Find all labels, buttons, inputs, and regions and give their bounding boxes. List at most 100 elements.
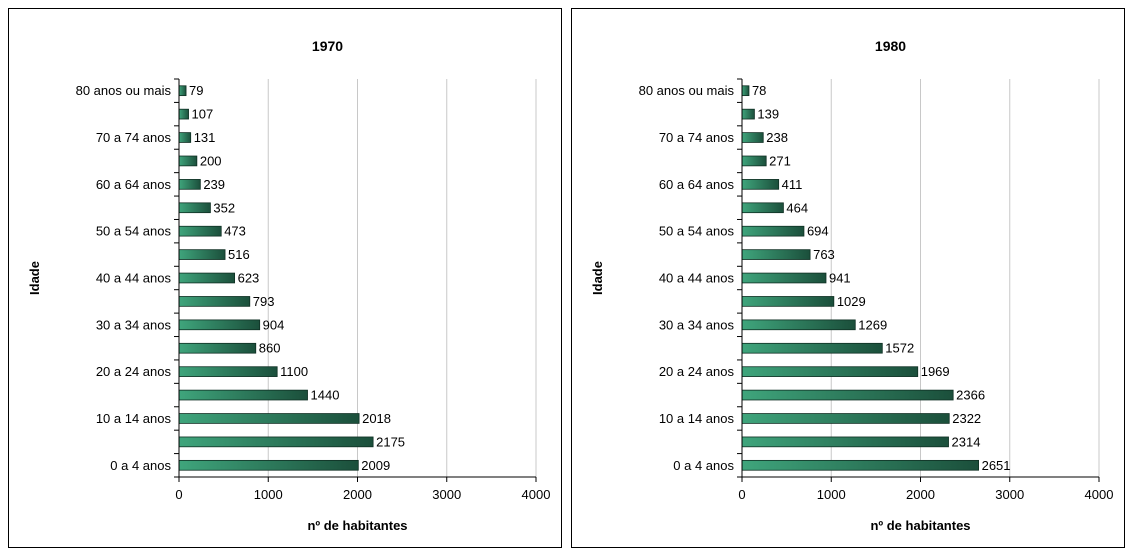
bar — [741, 296, 835, 307]
x-tick-label: 0 — [175, 487, 182, 502]
x-tick-label: 3000 — [432, 487, 461, 502]
data-label: 352 — [213, 200, 235, 215]
x-tick-label: 1000 — [254, 487, 283, 502]
data-label: 78 — [752, 83, 766, 98]
bar — [741, 155, 767, 167]
data-label: 1269 — [858, 317, 887, 332]
bar — [741, 249, 811, 260]
category-label: 30 a 34 anos — [659, 317, 735, 332]
data-label: 623 — [238, 271, 260, 286]
bar — [178, 249, 226, 260]
bar — [741, 272, 827, 284]
category-label: 70 a 74 anos — [96, 130, 172, 145]
data-label: 139 — [757, 107, 779, 122]
category-label: 60 a 64 anos — [96, 177, 172, 192]
bar — [178, 389, 308, 401]
category-label: 60 a 64 anos — [659, 177, 735, 192]
category-label: 30 a 34 anos — [96, 317, 172, 332]
data-label: 516 — [228, 247, 250, 262]
chart-1980: 1980 2651 0 a 4 anos 2314 2322 10 a 14 anos 23… — [590, 38, 1114, 533]
data-label: 271 — [769, 153, 791, 168]
bar — [178, 132, 192, 143]
data-label: 1029 — [837, 294, 866, 309]
data-label: 464 — [786, 200, 808, 215]
bar — [741, 225, 805, 237]
data-label: 1100 — [280, 364, 308, 379]
data-label: 941 — [829, 271, 851, 286]
category-label: 20 a 24 anos — [96, 364, 172, 379]
chart-panel-1970: 1970 2009 0 a 4 anos 2175 2018 10 a 14 anos 14… — [8, 8, 562, 548]
data-label: 200 — [200, 153, 222, 168]
bar — [741, 342, 883, 354]
bar — [741, 85, 750, 97]
data-label: 694 — [807, 224, 829, 239]
x-tick-label: 4000 — [522, 487, 551, 502]
bar — [178, 225, 222, 237]
bar — [741, 436, 949, 448]
bar — [178, 272, 236, 284]
bar — [741, 202, 784, 214]
category-label: 20 a 24 anos — [659, 364, 735, 379]
chart-panel-1980: 1980 2651 0 a 4 anos 2314 2322 10 a 14 anos 23… — [571, 8, 1125, 548]
chart-title: 1970 — [312, 38, 343, 54]
data-label: 793 — [253, 294, 275, 309]
data-label: 2314 — [952, 434, 981, 449]
bar — [178, 179, 201, 190]
category-label: 40 a 44 anos — [96, 271, 172, 286]
data-label: 1572 — [885, 341, 914, 356]
data-label: 79 — [189, 83, 203, 98]
data-label: 411 — [782, 177, 803, 192]
bar — [741, 366, 919, 377]
bar — [178, 85, 187, 97]
data-label: 2018 — [362, 411, 391, 426]
chart-1970: 1970 2009 0 a 4 anos 2175 2018 10 a 14 anos 14… — [27, 38, 551, 533]
category-label: 40 a 44 anos — [659, 271, 735, 286]
bar — [178, 296, 251, 307]
category-label: 10 a 14 anos — [659, 411, 735, 426]
bar — [178, 108, 189, 120]
data-label: 860 — [259, 341, 281, 356]
data-label: 2175 — [376, 434, 405, 449]
x-tick-label: 4000 — [1085, 487, 1114, 502]
x-tick-label: 3000 — [995, 487, 1024, 502]
data-label: 2322 — [952, 411, 981, 426]
bar — [741, 459, 980, 471]
x-axis-title: nº de habitantes — [307, 518, 407, 533]
x-tick-label: 2000 — [343, 487, 372, 502]
bar — [178, 155, 198, 167]
category-label: 80 anos ou mais — [639, 83, 735, 98]
data-label: 904 — [263, 317, 285, 332]
bar — [741, 389, 954, 401]
x-tick-label: 0 — [738, 487, 745, 502]
data-label: 107 — [192, 107, 214, 122]
category-label: 50 a 54 anos — [659, 224, 735, 239]
data-label: 1969 — [921, 364, 950, 379]
bar — [178, 319, 261, 331]
category-label: 10 a 14 anos — [96, 411, 172, 426]
bar — [178, 342, 257, 354]
bar — [741, 179, 780, 190]
data-label: 2651 — [982, 458, 1011, 473]
data-label: 763 — [813, 247, 835, 262]
bar — [178, 202, 211, 214]
x-tick-label: 1000 — [817, 487, 846, 502]
data-label: 238 — [766, 130, 788, 145]
data-label: 239 — [203, 177, 225, 192]
y-axis-title: Idade — [27, 261, 42, 295]
category-label: 50 a 54 anos — [96, 224, 172, 239]
data-label: 2366 — [956, 388, 985, 403]
category-label: 80 anos ou mais — [76, 83, 172, 98]
category-label: 0 a 4 anos — [673, 458, 734, 473]
data-label: 2009 — [361, 458, 390, 473]
category-label: 0 a 4 anos — [110, 458, 171, 473]
data-label: 1440 — [311, 388, 340, 403]
bar — [741, 319, 856, 331]
bar — [741, 413, 950, 424]
data-label: 131 — [194, 130, 216, 145]
bar — [178, 459, 359, 471]
chart-title: 1980 — [875, 38, 906, 54]
bar — [178, 436, 374, 448]
bar — [178, 366, 278, 377]
data-label: 473 — [224, 224, 246, 239]
x-axis-title: nº de habitantes — [870, 518, 970, 533]
